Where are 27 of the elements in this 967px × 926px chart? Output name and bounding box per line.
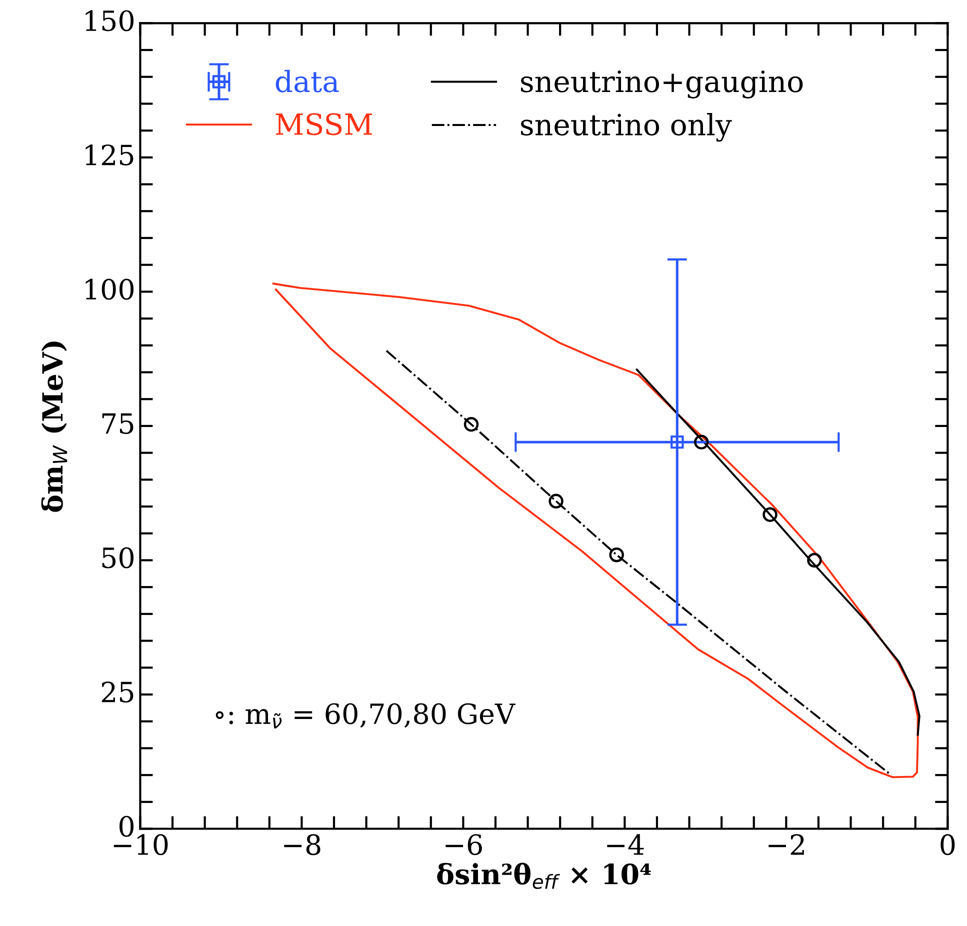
x-tick-label: 0 (940, 834, 955, 856)
legend-label: sneutrino+gaugino (521, 70, 803, 98)
x-axis-title: δsin²θ$_{eff}$ × 10⁴ (437, 862, 651, 889)
line-series (272, 282, 919, 778)
point (670, 435, 684, 449)
legend-label: MSSM (276, 113, 372, 136)
y-tick-label: 100 (86, 278, 134, 300)
y-tick-label: 125 (86, 144, 134, 166)
y-tick-label: 50 (102, 547, 134, 568)
point (694, 434, 709, 450)
point (762, 507, 778, 522)
y-tick-label: 75 (102, 413, 134, 434)
point (548, 494, 564, 509)
y-axis-title: δm$_{W}$ (MeV) (41, 342, 68, 512)
annotation: ∘: m$_{ν̃}$ = 60,70,80 GeV (216, 703, 516, 728)
x-tick-label: −4 (607, 834, 644, 855)
x-tick-label: −2 (768, 834, 804, 855)
point (807, 552, 822, 568)
y-tick-label: 150 (86, 10, 134, 32)
legend-label: sneutrino only (521, 113, 732, 142)
point (609, 548, 624, 562)
x-tick-label: −6 (446, 834, 482, 856)
point (464, 416, 479, 432)
x-tick-label: −8 (284, 834, 320, 856)
legend-label: data (276, 70, 339, 92)
line-series (636, 368, 920, 736)
y-tick-label: 25 (102, 682, 134, 703)
